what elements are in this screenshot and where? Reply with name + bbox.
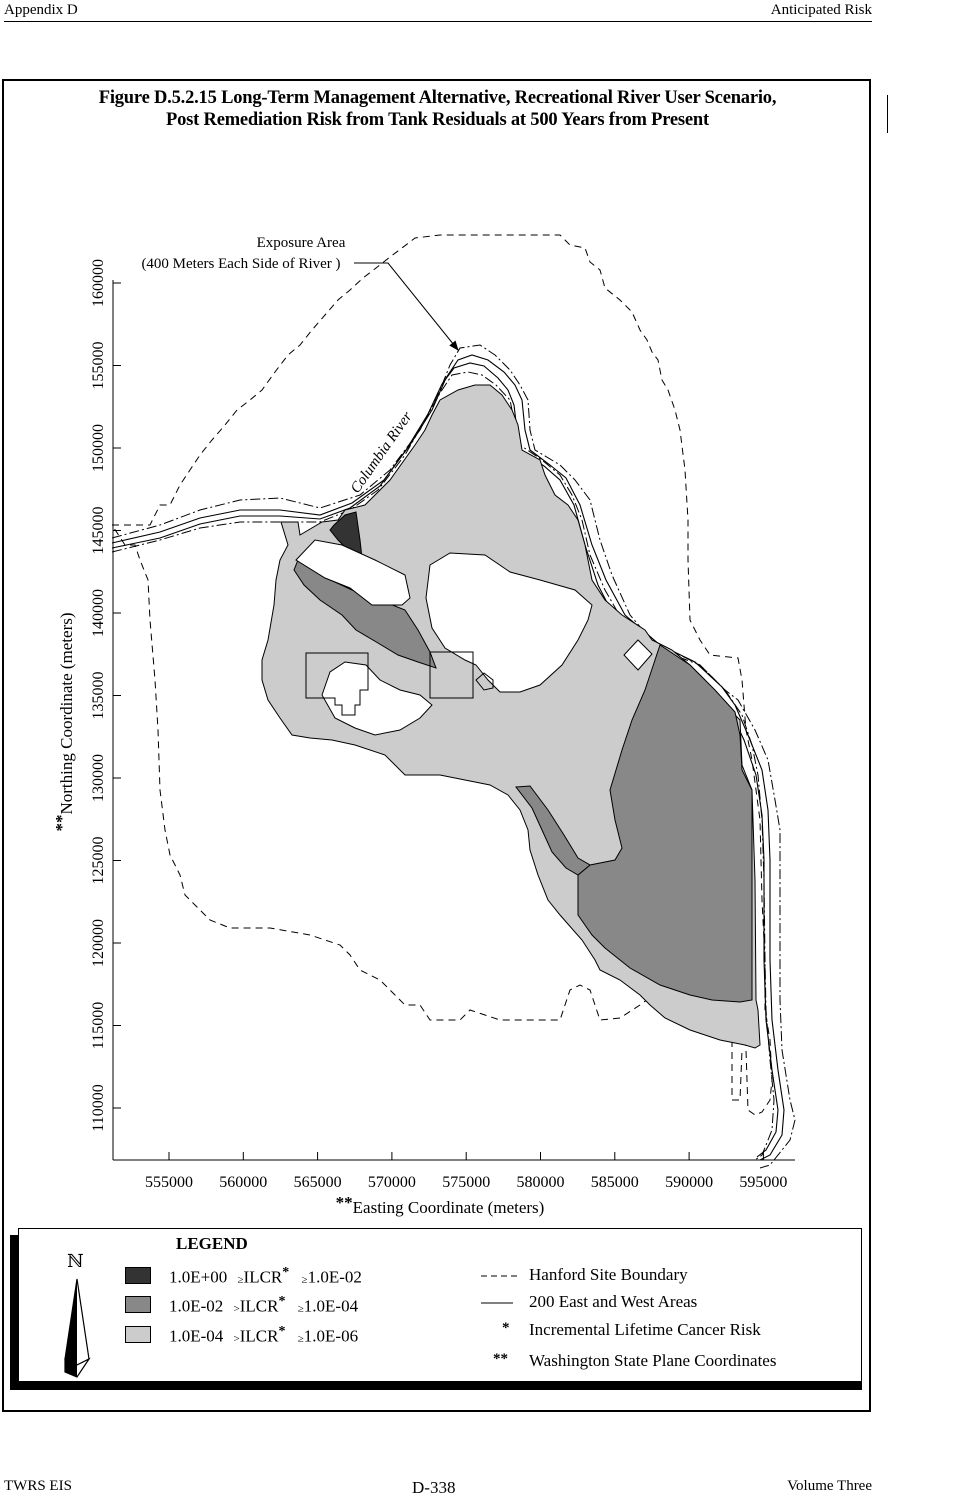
legend-double-asterisk-symbol: ** <box>493 1351 508 1367</box>
legend-solid-line-icon <box>481 1302 513 1304</box>
legend-swatch-low <box>125 1326 151 1343</box>
legend-key-hanford: Hanford Site Boundary <box>529 1265 688 1284</box>
hanford-boundary-spur <box>731 1040 743 1101</box>
x-axis-label-text: Easting Coordinate (meters) <box>353 1198 545 1217</box>
legend-asterisk-symbol: * <box>502 1320 510 1336</box>
legend-item-high: 1.0E+00 ≥ILCR* ≥1.0E-02 <box>169 1265 362 1288</box>
y-tick-label: 130000 <box>90 754 107 802</box>
x-axis-label-prefix: ** <box>336 1193 353 1212</box>
y-tick-label: 145000 <box>90 507 107 555</box>
y-tick-label: 135000 <box>90 672 107 720</box>
y-tick-label: 125000 <box>90 837 107 885</box>
risk-zone-medium-east <box>577 644 753 1003</box>
figure-title-line2: Post Remediation Risk from Tank Residual… <box>166 110 709 130</box>
legend-swatch-high <box>125 1267 151 1284</box>
x-tick-label: 590000 <box>665 1174 713 1191</box>
legend-item-high-upper: 1.0E+00 <box>169 1267 228 1287</box>
exposure-area-label: Exposure Area <box>257 235 346 251</box>
legend-item-low-op1: > <box>233 1332 240 1345</box>
hanford-site-boundary <box>111 234 773 1116</box>
north-arrow-icon <box>64 1278 91 1378</box>
x-tick-label: 585000 <box>591 1174 639 1191</box>
legend-item-medium-label: ILCR <box>239 1296 279 1316</box>
y-ticks: 160000 155000 150000 145000 140000 135000 1300… <box>90 259 121 1132</box>
x-tick-label: 555000 <box>145 1174 193 1191</box>
figure-title-line1: Figure D.5.2.15 Long-Term Management Alt… <box>98 88 777 108</box>
legend-key-200-areas: 200 East and West Areas <box>529 1292 698 1311</box>
y-tick-label: 160000 <box>90 259 107 307</box>
columbia-river-bank-b <box>111 362 779 1158</box>
legend-item-medium-op1: > <box>233 1302 240 1315</box>
legend-box: LEGEND ℕ 1.0E+00 ≥ILCR* ≥1.0E-02 1.0E-02… <box>18 1228 862 1382</box>
legend-title: LEGEND <box>176 1234 248 1253</box>
area-200-west-outline <box>305 652 369 716</box>
legend-item-low-upper: 1.0E-04 <box>169 1326 224 1346</box>
exposure-area-sublabel: (400 Meters Each Side of River ) <box>141 256 340 272</box>
header-rule <box>4 21 872 22</box>
legend-key-ilcr: Incremental Lifetime Cancer Risk <box>529 1320 761 1339</box>
legend-item-low-mark: * <box>278 1324 286 1339</box>
white-area-center <box>425 552 593 693</box>
x-tick-label: 595000 <box>739 1174 787 1191</box>
area-200-east-outline <box>429 651 494 699</box>
exposure-area-outer <box>111 344 796 1169</box>
risk-map: 160000 155000 150000 145000 140000 135000 1300… <box>52 234 796 1217</box>
white-area-northwest <box>295 539 411 606</box>
legend-item-high-label: ILCR <box>243 1267 283 1287</box>
legend-item-high-op1: ≥ <box>237 1273 244 1286</box>
header-left: Appendix D <box>4 2 78 18</box>
legend-item-low-label: ILCR <box>239 1326 279 1346</box>
footer-left: TWRS EIS <box>4 1478 72 1494</box>
y-axis-label-prefix: ** <box>52 815 71 832</box>
y-tick-label: 120000 <box>90 919 107 967</box>
white-area-small-diamond <box>623 639 653 671</box>
white-area-southwest <box>321 661 433 736</box>
x-tick-label: 560000 <box>219 1174 267 1191</box>
legend-item-high-op2: ≥ <box>301 1273 308 1286</box>
x-tick-label: 580000 <box>517 1174 565 1191</box>
legend-item-low: 1.0E-04 >ILCR* ≥1.0E-06 <box>169 1324 358 1347</box>
columbia-river-bank-a <box>111 354 785 1161</box>
footer-right: Volume Three <box>787 1478 872 1494</box>
risk-zone-medium-south-strip <box>515 785 591 876</box>
exposure-area-leader <box>354 262 459 351</box>
legend-item-high-mark: * <box>282 1265 290 1280</box>
y-tick-label: 155000 <box>90 342 107 390</box>
x-ticks: 555000 560000 565000 570000 575000 580000 5850… <box>145 1152 787 1191</box>
legend-item-medium-upper: 1.0E-02 <box>169 1296 224 1316</box>
legend-item-medium: 1.0E-02 >ILCR* ≥1.0E-04 <box>169 1294 358 1317</box>
figure-frame <box>2 79 871 1412</box>
footer-page-number: D-338 <box>412 1478 456 1497</box>
north-letter: ℕ <box>67 1251 84 1272</box>
x-tick-label: 575000 <box>442 1174 490 1191</box>
legend-dashed-line-icon <box>481 1275 521 1277</box>
legend-item-medium-op2: ≥ <box>297 1302 304 1315</box>
legend-item-medium-lower: 1.0E-04 <box>303 1296 359 1316</box>
header-right: Anticipated Risk <box>770 2 872 18</box>
legend-item-low-lower: 1.0E-06 <box>303 1326 359 1346</box>
y-axis-label-text: Northing Coordinate (meters) <box>57 612 76 814</box>
x-tick-label: 570000 <box>368 1174 416 1191</box>
change-bar <box>887 95 888 133</box>
x-axis-label: **Easting Coordinate (meters) <box>336 1193 545 1217</box>
y-tick-label: 115000 <box>90 1002 107 1049</box>
legend-item-medium-mark: * <box>278 1294 286 1309</box>
legend-item-high-lower: 1.0E-02 <box>307 1267 362 1287</box>
y-tick-label: 150000 <box>90 424 107 472</box>
y-tick-label: 140000 <box>90 589 107 637</box>
x-tick-label: 565000 <box>294 1174 342 1191</box>
y-tick-label: 110000 <box>90 1084 107 1131</box>
legend-swatch-medium <box>125 1296 151 1313</box>
legend-item-low-op2: ≥ <box>297 1332 304 1345</box>
legend-key-coordinates: Washington State Plane Coordinates <box>529 1351 777 1370</box>
y-axis-label: **Northing Coordinate (meters) <box>52 612 76 831</box>
